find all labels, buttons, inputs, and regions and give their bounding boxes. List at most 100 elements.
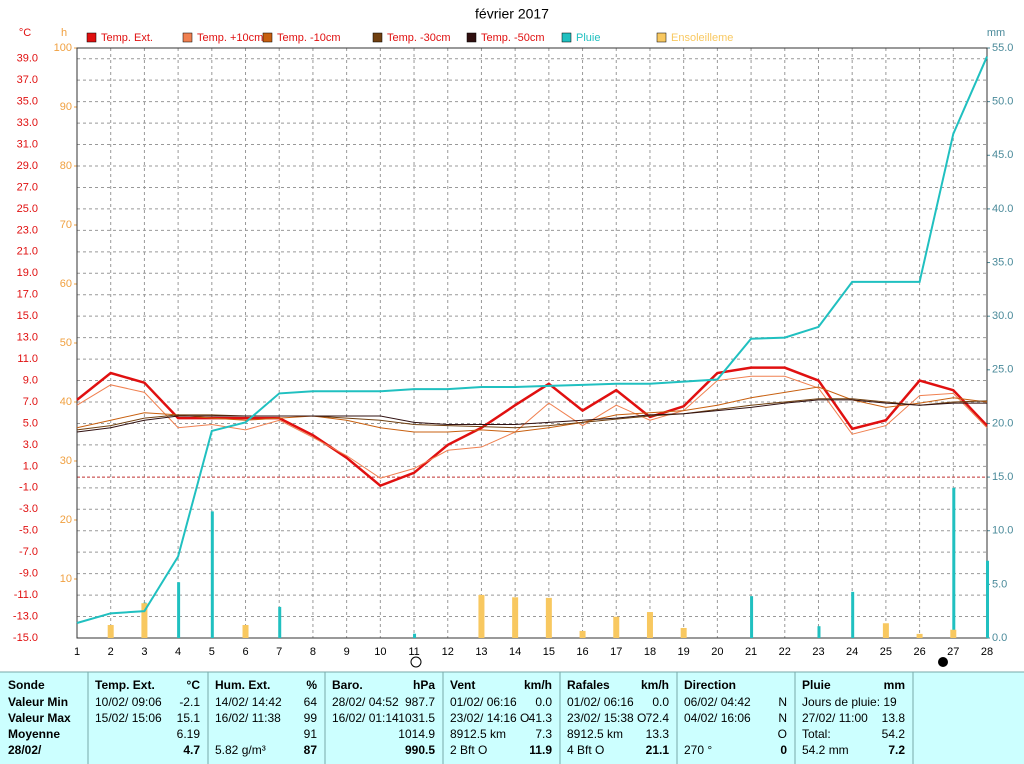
cell-value: -2.1 (179, 695, 200, 709)
bar (613, 616, 620, 638)
cell-value: 4.7 (183, 743, 200, 757)
legend-swatch (182, 32, 193, 43)
cell-label: 16/02/ 01:14 (332, 711, 399, 725)
bar (986, 560, 989, 638)
cell-label: 23/02/ 14:16 O (450, 711, 529, 725)
x-tick-label: 9 (344, 646, 350, 658)
cell-label: 8912.5 km (450, 727, 506, 741)
y2-tick-label: 35.0 (992, 256, 1013, 268)
legend-label: Temp. -50cm (481, 32, 545, 44)
cell-value: 41.3 (529, 711, 553, 725)
y2-tick-label: 15.0 (992, 471, 1013, 483)
y2-tick-label: 5.0 (992, 578, 1007, 590)
new-moon-icon (410, 656, 422, 668)
y3-tick-label: 10 (60, 573, 72, 585)
y2-tick-label: 30.0 (992, 310, 1013, 322)
column-unit: hPa (413, 678, 435, 692)
chart-title: février 2017 (475, 6, 549, 22)
legend-label: Temp. Ext. (101, 32, 153, 44)
column-unit: km/h (641, 678, 669, 692)
y2-tick-label: 45.0 (992, 149, 1013, 161)
x-tick-label: 1 (74, 646, 80, 658)
y-tick-label: 33.0 (17, 117, 38, 129)
column-title: Vent (450, 678, 475, 692)
x-tick-label: 14 (509, 646, 521, 658)
y-tick-label: 37.0 (17, 74, 38, 86)
y-axis-unit: °C (19, 27, 31, 39)
y3-tick-label: 90 (60, 101, 72, 113)
bar (141, 603, 148, 638)
x-tick-label: 4 (175, 646, 181, 658)
cell-value: 64 (304, 695, 318, 709)
column-unit: °C (187, 678, 201, 692)
column-title: Rafales (567, 678, 610, 692)
x-tick-label: 8 (310, 646, 316, 658)
y-tick-label: 5.0 (23, 417, 38, 429)
y2-tick-label: 50.0 (992, 96, 1013, 108)
y3-tick-label: 80 (60, 160, 72, 172)
bar (916, 633, 923, 638)
cell-label: 01/02/ 06:16 (450, 695, 517, 709)
bar (750, 596, 754, 638)
cell-value: 99 (304, 711, 318, 725)
column-title: Direction (684, 678, 736, 692)
y-tick-label: 7.0 (23, 396, 38, 408)
bar (680, 627, 687, 638)
x-tick-label: 10 (374, 646, 386, 658)
legend-label: Temp. -10cm (277, 32, 341, 44)
cell-value: 11.9 (529, 743, 552, 757)
y-tick-label: 17.0 (17, 289, 38, 301)
y-tick-label: -9.0 (19, 568, 38, 580)
x-tick-label: 23 (812, 646, 824, 658)
cell-value: 0.0 (652, 695, 669, 709)
y-tick-label: 39.0 (17, 53, 38, 65)
y-tick-label: -15.0 (13, 632, 38, 644)
bar (242, 625, 249, 638)
row-label: Valeur Max (8, 711, 71, 725)
bar (177, 582, 181, 638)
cell-value: 13.3 (646, 727, 670, 741)
x-tick-label: 15 (543, 646, 555, 658)
cell-value: 6.19 (177, 727, 201, 741)
column-title: Temp. Ext. (95, 678, 155, 692)
column-title: Pluie (802, 678, 831, 692)
cell-value: 15.1 (177, 711, 201, 725)
bar (952, 487, 956, 638)
y-tick-label: -11.0 (14, 589, 38, 601)
row-label: Valeur Min (8, 695, 68, 709)
x-tick-label: 6 (242, 646, 248, 658)
line (76, 398, 988, 431)
cell-value: O (778, 727, 787, 741)
row-label: 28/02/ (8, 743, 42, 757)
y-tick-label: -1.0 (19, 482, 38, 494)
y3-tick-label: 30 (60, 455, 72, 467)
x-tick-label: 25 (880, 646, 892, 658)
y2-axis-unit: mm (987, 27, 1005, 39)
line (76, 56, 988, 624)
y-tick-label: 29.0 (17, 160, 38, 172)
line (76, 386, 988, 433)
x-tick-label: 2 (108, 646, 114, 658)
y3-tick-label: 100 (54, 42, 72, 54)
cell-label: 54.2 mm (802, 743, 849, 757)
stats-background (0, 672, 1024, 764)
y-tick-label: 13.0 (17, 332, 38, 344)
y3-tick-label: 50 (60, 337, 72, 349)
x-tick-label: 24 (846, 646, 858, 658)
cell-value: 7.3 (535, 727, 552, 741)
y-tick-label: 23.0 (17, 224, 38, 236)
y2-tick-label: 55.0 (992, 42, 1013, 54)
cell-label: 270 ° (684, 743, 712, 757)
column-unit: % (306, 678, 317, 692)
bar (413, 633, 417, 638)
y3-tick-label: 40 (60, 396, 72, 408)
x-tick-label: 20 (711, 646, 723, 658)
cell-value: 13.8 (882, 711, 906, 725)
legend-swatch (656, 32, 667, 43)
cell-label: 23/02/ 15:38 O (567, 711, 646, 725)
cell-label: 10/02/ 09:06 (95, 695, 162, 709)
line (76, 366, 988, 488)
legend-swatch (466, 32, 477, 43)
x-tick-label: 26 (913, 646, 925, 658)
